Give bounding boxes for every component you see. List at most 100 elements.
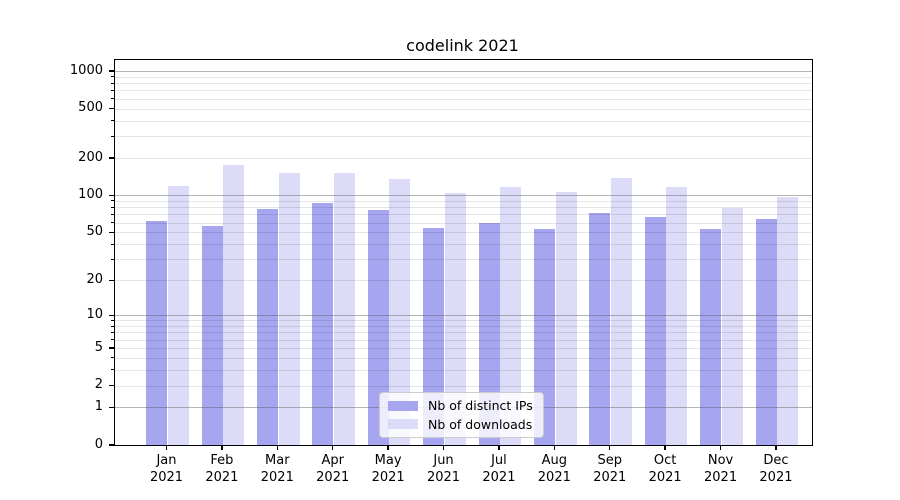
y-tick-minor [111,319,114,321]
x-tick-label-month: Jan [156,453,177,468]
x-tick [664,445,666,451]
y-gridline-major [115,315,812,317]
y-tick [108,347,114,349]
legend-label-downloads: Nb of downloads [428,416,533,432]
bar-downloads-mar [278,173,300,445]
x-tick [165,445,168,451]
y-tick [108,70,114,72]
x-tick-label: Jan 2021 [139,452,195,486]
y-tick [108,314,114,316]
y-tick-label: 100 [78,186,103,202]
y-gridline-minor [115,200,812,202]
y-gridline-major [115,195,812,197]
x-tick-label-month: Sep [597,453,622,468]
legend-label-distinct-ips: Nb of distinct IPs [428,398,533,414]
y-gridline-minor [115,259,812,261]
y-gridline-major [115,71,812,73]
bar-downloads-jul [500,186,522,445]
x-tick-label-month: Nov [707,453,734,468]
y-tick-minor [111,258,114,260]
y-gridline-minor [115,244,812,246]
bar-distinct-ips-jul [478,222,500,445]
bar-downloads-jan [167,185,189,445]
y-tick-minor [111,200,114,202]
y-gridline-minor [115,232,812,234]
x-tick-label-month: Mar [265,453,290,468]
x-tick-label-year: 2021 [482,470,516,485]
plot-area [108,59,813,446]
y-tick-label: 1 [94,398,103,414]
bar-distinct-ips-may [367,209,389,445]
y-tick-minor [111,222,114,224]
x-tick-label: Sep 2021 [582,452,638,486]
x-tick-label-month: Aug [541,453,568,468]
bar-distinct-ips-dec [755,219,777,445]
bar-downloads-feb [223,165,245,445]
y-gridline-minor [115,90,812,92]
bar-downloads-oct [666,186,688,445]
x-tick-label-month: May [374,453,402,468]
y-tick-minor [111,135,114,137]
x-tick-label: Aug 2021 [526,452,582,486]
x-tick-label: Dec 2021 [748,452,804,486]
y-gridline-minor [115,98,812,100]
bar-distinct-ips-mar [257,208,278,445]
x-tick-label-year: 2021 [260,470,294,485]
bar-downloads-jun [444,192,466,445]
bar-distinct-ips-aug [534,229,556,445]
y-tick [108,444,114,446]
y-tick-minor [111,243,114,245]
bar-distinct-ips-oct [644,216,666,445]
bar-downloads-may [389,178,411,445]
x-tick-label: May 2021 [360,452,416,486]
bar-downloads-apr [334,173,356,445]
y-tick-label: 20 [86,271,103,287]
y-tick-label: 50 [86,223,103,239]
y-gridline-minor [115,357,812,359]
x-tick-label-year: 2021 [537,470,571,485]
x-tick [276,445,278,451]
bar-downloads-aug [555,192,577,445]
x-tick-label: Nov 2021 [693,452,749,486]
y-gridline-minor [115,207,812,209]
y-tick-minor [111,339,114,341]
x-tick-label-year: 2021 [593,470,627,485]
x-tick-label: Jun 2021 [416,452,472,486]
y-tick-minor [111,82,114,84]
x-tick-label-month: Oct [653,453,677,468]
y-gridline-minor [115,280,812,282]
y-tick-minor [111,76,114,78]
y-gridline-minor [115,348,812,350]
y-gridline-minor [115,158,812,160]
x-tick-label-year: 2021 [759,470,793,485]
y-gridline-minor [115,222,812,224]
x-tick-label-month: Apr [321,453,344,468]
x-tick-label-month: Feb [210,453,234,468]
y-tick [108,231,114,233]
y-gridline-minor [115,332,812,334]
x-tick [221,445,223,451]
chart-title: codelink 2021 [406,36,519,55]
x-tick [553,445,556,451]
x-tick-label: Jul 2021 [471,452,527,486]
x-tick-label-month: Jun [433,453,454,468]
legend-item-downloads: Nb of downloads [388,417,535,432]
y-gridline-minor [115,320,812,322]
y-tick-label: 5 [94,339,103,355]
bar-distinct-ips-sep [589,212,611,445]
y-tick-minor [111,369,114,371]
x-tick-label-year: 2021 [149,470,184,485]
x-tick-label: Feb 2021 [194,452,250,486]
bar-downloads-sep [611,178,633,445]
bar-distinct-ips-jun [423,228,445,445]
x-tick [442,445,445,451]
y-tick-label: 0 [94,436,103,452]
x-tick-label-year: 2021 [316,470,350,485]
x-tick [332,445,334,451]
y-gridline-minor [115,214,812,216]
legend-item-distinct-ips: Nb of distinct IPs [388,398,535,413]
y-tick-minor [111,325,114,327]
bar-downloads-dec [777,196,799,445]
y-gridline-minor [115,136,812,138]
